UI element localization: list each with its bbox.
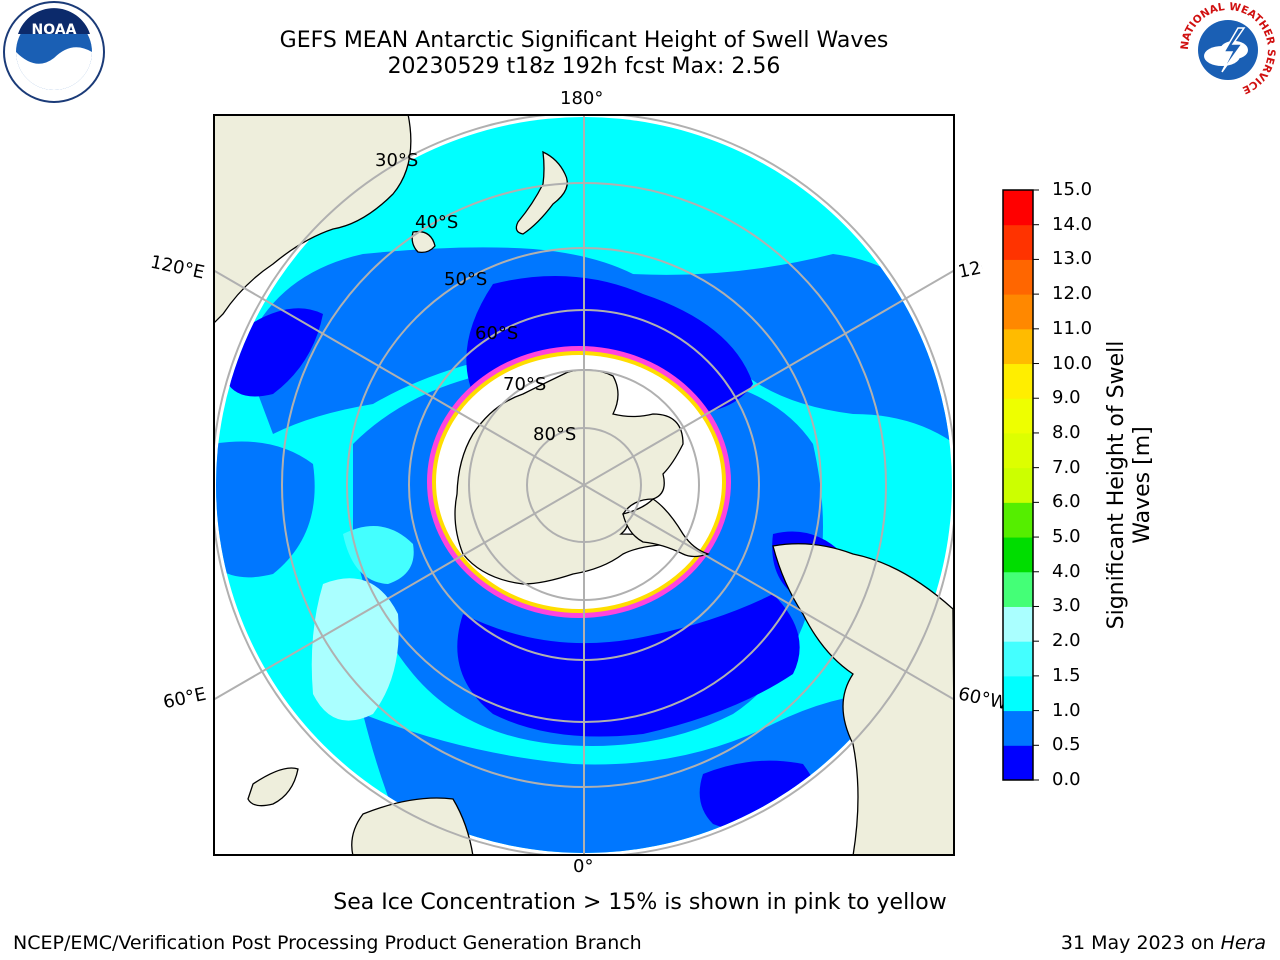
colorbar-bin bbox=[1003, 259, 1033, 295]
colorbar-tick-label: 14.0 bbox=[1052, 213, 1093, 235]
africa-landmass bbox=[351, 797, 474, 856]
lat-label-30s: 30°S bbox=[375, 150, 419, 171]
colorbar-bin bbox=[1003, 502, 1033, 538]
swell-region-0.0-0.5-ring bbox=[466, 276, 753, 414]
new-zealand-landmass bbox=[515, 150, 568, 235]
sea-ice-caption: Sea Ice Concentration > 15% is shown in … bbox=[333, 890, 947, 915]
lat-label-60s: 60°S bbox=[475, 323, 519, 344]
colorbar-tick-label: 0.0 bbox=[1052, 769, 1081, 790]
colorbar-bin bbox=[1003, 398, 1033, 434]
colorbar-bin bbox=[1003, 745, 1033, 781]
lon-label-180: 180° bbox=[560, 88, 604, 109]
colorbar-tick-label: 10.0 bbox=[1052, 352, 1093, 374]
colorbar-bin bbox=[1003, 606, 1033, 642]
nws-logo: NATIONAL WEATHER SERVICE bbox=[1179, 1, 1277, 98]
noaa-logo-text: NOAA bbox=[32, 22, 77, 38]
colorbar-tick-label: 4.0 bbox=[1052, 560, 1081, 582]
swell-region-0.0-0.5-south bbox=[457, 594, 800, 737]
colorbar-bin bbox=[1003, 328, 1033, 365]
colorbar-bin bbox=[1003, 224, 1033, 260]
footer-credit: NCEP/EMC/Verification Post Processing Pr… bbox=[13, 932, 642, 954]
colorbar-label: Significant Height of Swell Waves [m] bbox=[1104, 340, 1155, 630]
colorbar-bin bbox=[1003, 571, 1033, 607]
colorbar-bin bbox=[1003, 641, 1033, 677]
colorbar-bin bbox=[1003, 710, 1033, 746]
colorbar-tick-label: 8.0 bbox=[1052, 421, 1081, 443]
madagascar-landmass bbox=[247, 767, 299, 807]
colorbar bbox=[1002, 189, 1039, 781]
map-frame bbox=[213, 114, 955, 856]
lon-label-60w: 60°W bbox=[956, 683, 1006, 714]
lat-label-80s: 80°S bbox=[533, 424, 577, 445]
swell-region-0.5-1.0 bbox=[243, 247, 952, 444]
lat-label-40s: 40°S bbox=[415, 212, 459, 233]
footer-date: 31 May 2023 on Hera bbox=[1061, 932, 1266, 954]
colorbar-bin bbox=[1003, 294, 1033, 330]
lon-label-0: 0° bbox=[573, 856, 594, 877]
swell-region-0.5-1.0-west bbox=[216, 441, 315, 578]
swell-region-2.0-3.0 bbox=[311, 578, 399, 721]
australia-landmass bbox=[213, 114, 412, 325]
colorbar-bin bbox=[1003, 467, 1033, 503]
colorbar-tick-label: 1.0 bbox=[1052, 699, 1081, 721]
antarctic-peninsula bbox=[622, 498, 711, 558]
tasmania-landmass bbox=[411, 230, 436, 254]
chart-subtitle: 20230529 t18z 192h fcst Max: 2.56 bbox=[387, 54, 781, 79]
colorbar-tick-label: 1.5 bbox=[1052, 664, 1081, 686]
lon-label-120e: 120°E bbox=[148, 251, 207, 284]
colorbar-tick-label: 13.0 bbox=[1052, 248, 1093, 270]
colorbar-tick-label: 12.0 bbox=[1052, 283, 1093, 305]
noaa-logo: NOAA bbox=[3, 1, 105, 103]
chart-title: GEFS MEAN Antarctic Significant Height o… bbox=[279, 28, 889, 53]
colorbar-bin bbox=[1003, 675, 1033, 712]
colorbar-bin bbox=[1003, 432, 1033, 469]
colorbar-tick-label: 9.0 bbox=[1052, 387, 1081, 409]
lat-label-70s: 70°S bbox=[503, 374, 547, 395]
colorbar-tick-label: 5.0 bbox=[1052, 526, 1081, 548]
colorbar-tick-label: 6.0 bbox=[1052, 491, 1081, 513]
colorbar-bin bbox=[1003, 363, 1033, 399]
footer-date-text: 31 May 2023 on bbox=[1060, 932, 1221, 954]
lon-label-120w: 120°W bbox=[956, 252, 1008, 283]
colorbar-tick-label: 11.0 bbox=[1052, 317, 1093, 339]
footer-host: Hera bbox=[1220, 932, 1266, 954]
colorbar-tick-label: 2.0 bbox=[1052, 630, 1081, 652]
meridian-120w-60e bbox=[213, 269, 955, 701]
colorbar-frame bbox=[1002, 189, 1034, 781]
colorbar-tick-label: 7.0 bbox=[1052, 456, 1081, 478]
colorbar-tick-label: 0.5 bbox=[1052, 734, 1081, 756]
colorbar-tick-label: 3.0 bbox=[1052, 595, 1081, 617]
lat-label-50s: 50°S bbox=[444, 269, 488, 290]
polar-map bbox=[213, 114, 955, 856]
colorbar-tick-label: 15.0 bbox=[1052, 179, 1093, 200]
swell-region-1.5-2.0 bbox=[343, 526, 414, 584]
lon-label-60e: 60°E bbox=[161, 683, 208, 714]
colorbar-bin bbox=[1003, 537, 1033, 573]
graticule bbox=[213, 114, 955, 856]
colorbar-bin bbox=[1003, 190, 1033, 226]
